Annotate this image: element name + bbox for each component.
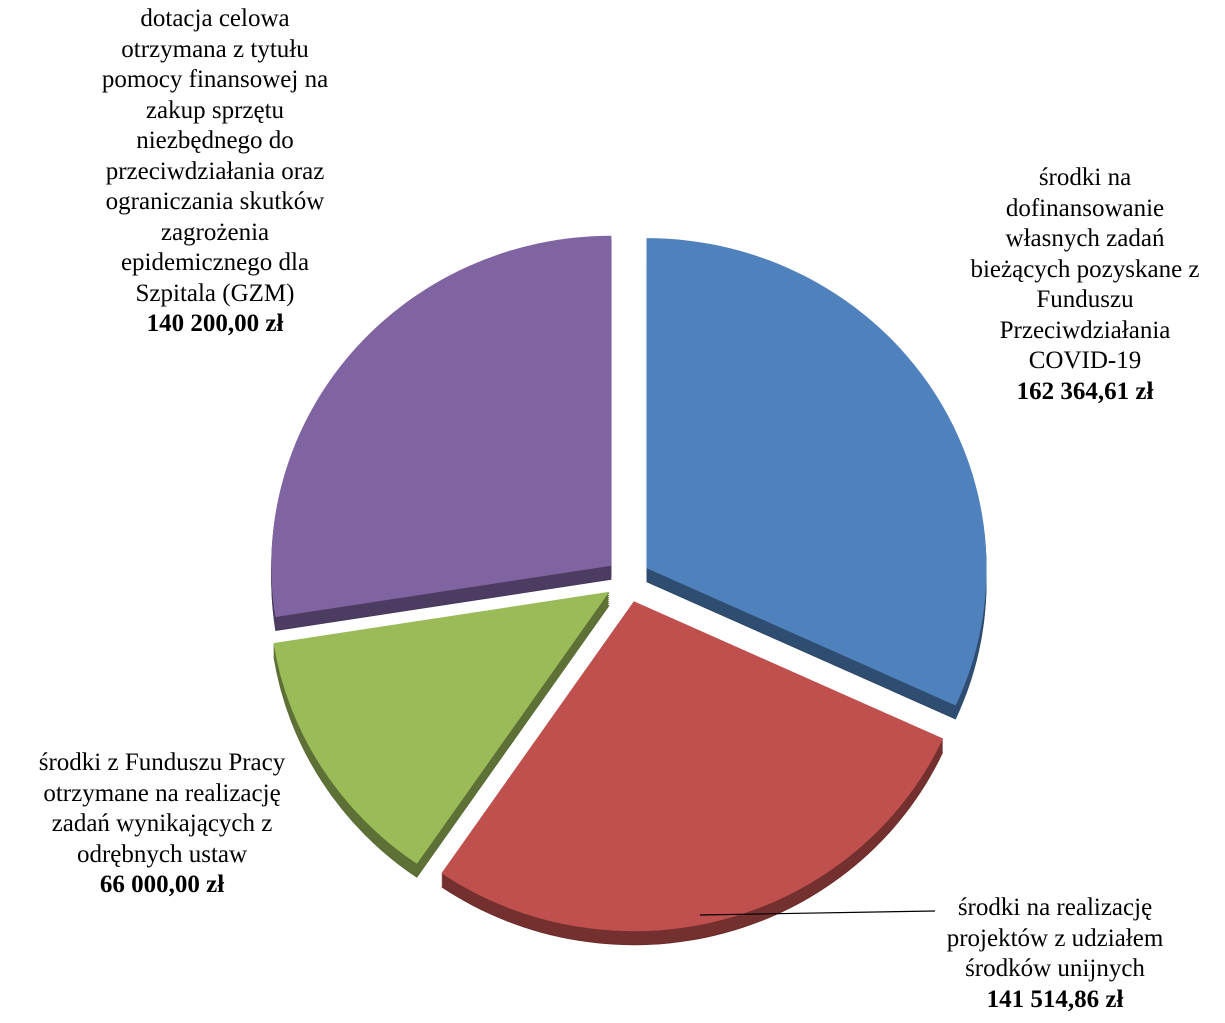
label-name: środki na realizację projektów z udziałe… [946,894,1164,982]
label-name: środki na dofinansowanie własnych zadań … [970,164,1200,374]
slice [646,238,987,706]
slice [273,591,610,864]
slice [441,601,944,932]
label-value: 162 364,61 zł [1016,377,1154,405]
slice [271,235,612,618]
slice-label: dotacja celowa otrzymana z tytułu pomocy… [35,4,395,340]
label-value: 140 200,00 zł [146,310,284,337]
slice-label: środki na realizację projektów z udziałe… [875,893,1225,1015]
slices [271,235,987,946]
label-value: 66 000,00 zł [99,871,225,898]
label-name: dotacja celowa otrzymana z tytułu pomocy… [101,5,329,307]
leader-line [699,910,936,916]
slice-label: środki na dofinansowanie własnych zadań … [905,163,1225,407]
label-value: 141 514,86 zł [986,985,1124,1013]
label-name: środki z Funduszu Pracy otrzymane na rea… [38,749,286,868]
slice-label: środki z Funduszu Pracy otrzymane na rea… [0,748,342,901]
